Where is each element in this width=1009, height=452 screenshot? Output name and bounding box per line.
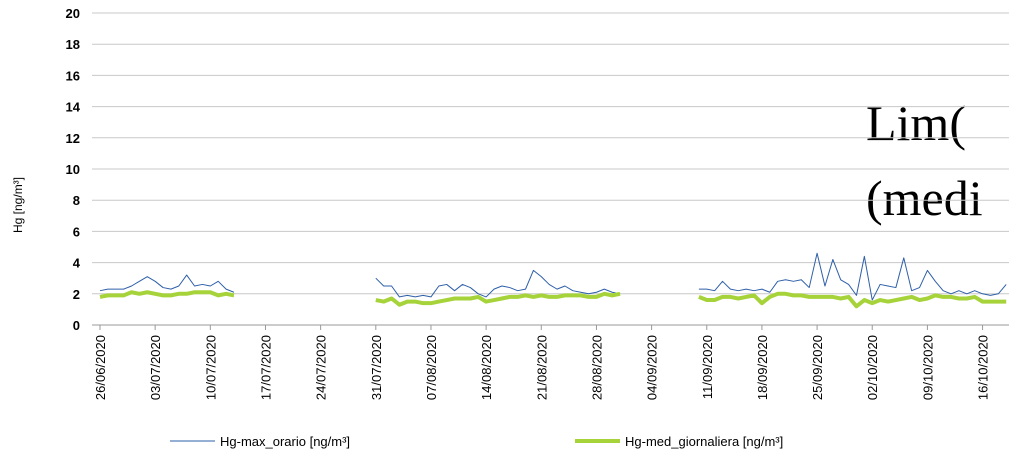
x-tick-label: 04/09/2020 — [645, 335, 660, 400]
x-tick-label: 14/08/2020 — [479, 335, 494, 400]
legend-label: Hg-med_giornaliera [ng/m³] — [625, 434, 783, 449]
series-line — [99, 252, 1007, 301]
y-tick-label: 10 — [66, 162, 80, 177]
x-tick-label: 18/09/2020 — [755, 335, 770, 400]
x-tick-label: 02/10/2020 — [865, 335, 880, 400]
x-tick-label: 09/10/2020 — [920, 335, 935, 400]
y-tick-label: 8 — [73, 193, 80, 208]
y-tick-label: 14 — [66, 100, 81, 115]
x-tick-label: 31/07/2020 — [369, 335, 384, 400]
y-tick-label: 12 — [66, 131, 80, 146]
y-tick-label: 4 — [73, 256, 81, 271]
x-tick-label: 28/08/2020 — [589, 335, 604, 400]
y-tick-label: 6 — [73, 224, 80, 239]
y-tick-label: 0 — [73, 318, 80, 333]
y-tick-label: 2 — [73, 287, 80, 302]
x-tick-label: 25/09/2020 — [810, 335, 825, 400]
annotation: Lim( — [866, 95, 966, 151]
annotation: (medi — [866, 170, 983, 226]
x-tick-label: 21/08/2020 — [534, 335, 549, 400]
x-tick-label: 24/07/2020 — [314, 335, 329, 400]
x-tick-label: 11/09/2020 — [700, 335, 715, 399]
x-tick-label: 07/08/2020 — [424, 335, 439, 400]
series-line — [99, 290, 1007, 309]
y-tick-label: 18 — [66, 37, 80, 52]
x-tick-label: 17/07/2020 — [258, 335, 273, 400]
y-tick-label: 16 — [66, 68, 80, 83]
x-tick-label: 16/10/2020 — [976, 335, 991, 400]
y-tick-label: 20 — [66, 6, 80, 21]
legend-label: Hg-max_orario [ng/m³] — [220, 434, 350, 449]
x-tick-label: 03/07/2020 — [148, 335, 163, 400]
x-tick-label: 10/07/2020 — [203, 335, 218, 400]
y-axis-label: Hg [ng/m³] — [11, 177, 25, 233]
x-tick-label: 26/06/2020 — [93, 335, 108, 400]
